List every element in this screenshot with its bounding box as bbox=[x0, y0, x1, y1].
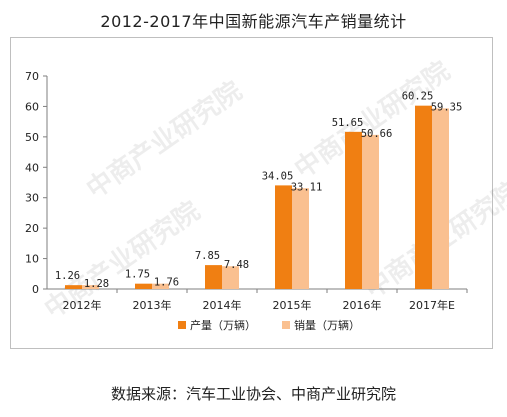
data-label: 1.26 bbox=[55, 270, 80, 282]
y-tick-label: 40 bbox=[25, 161, 39, 174]
y-tick-label: 0 bbox=[32, 283, 39, 296]
bar-sales bbox=[292, 188, 309, 289]
bar-sales bbox=[152, 283, 169, 289]
data-label: 59.35 bbox=[431, 101, 463, 113]
x-tick-label: 2014年 bbox=[203, 298, 242, 312]
x-tick-label: 2017年E bbox=[409, 298, 455, 312]
bar-production bbox=[65, 285, 82, 289]
y-tick-label: 10 bbox=[25, 253, 39, 266]
x-tick-label: 2012年 bbox=[63, 298, 102, 312]
x-tick-label: 2015年 bbox=[273, 298, 312, 312]
data-label: 60.25 bbox=[402, 91, 434, 103]
bar-sales bbox=[432, 108, 449, 289]
y-tick-label: 60 bbox=[25, 100, 39, 113]
y-tick-label: 50 bbox=[25, 131, 39, 144]
y-tick-label: 70 bbox=[25, 70, 39, 83]
y-tick-label: 20 bbox=[25, 222, 39, 235]
bar-production bbox=[275, 185, 292, 289]
data-label: 51.65 bbox=[332, 117, 364, 129]
bar-production bbox=[345, 131, 362, 289]
data-label: 1.76 bbox=[154, 277, 179, 289]
plot-frame bbox=[10, 37, 493, 349]
chart-title: 2012-2017年中国新能源汽车产销量统计 bbox=[100, 12, 407, 31]
data-label: 34.05 bbox=[262, 170, 294, 182]
bar-production bbox=[205, 265, 222, 289]
data-label: 7.48 bbox=[224, 259, 249, 271]
bar-sales bbox=[82, 285, 99, 289]
bar-production bbox=[415, 105, 432, 290]
bar-sales bbox=[362, 134, 379, 289]
data-label: 7.85 bbox=[195, 250, 220, 262]
bar-production bbox=[135, 283, 152, 289]
data-label: 1.75 bbox=[125, 269, 150, 281]
x-tick-label: 2016年 bbox=[343, 298, 382, 312]
legend-swatch bbox=[178, 321, 186, 329]
data-label: 1.28 bbox=[84, 278, 109, 290]
legend-swatch bbox=[282, 321, 290, 329]
data-label: 33.11 bbox=[291, 181, 323, 193]
x-tick-label: 2013年 bbox=[133, 298, 172, 312]
y-tick-label: 30 bbox=[25, 192, 39, 205]
legend-label: 产量（万辆） bbox=[190, 318, 256, 332]
source-note: 数据来源：汽车工业协会、中商产业研究院 bbox=[110, 385, 396, 403]
data-label: 50.66 bbox=[361, 128, 393, 140]
bar-sales bbox=[222, 266, 239, 289]
legend-label: 销量（万辆） bbox=[294, 318, 360, 332]
